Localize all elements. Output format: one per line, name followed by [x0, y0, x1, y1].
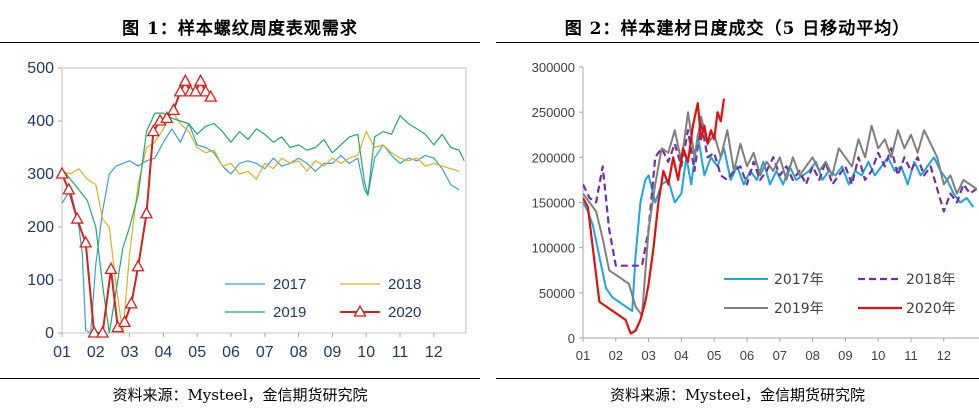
y-tick-label: 100: [27, 272, 54, 289]
y-tick-label: 100000: [532, 241, 575, 256]
series-line-1: [62, 122, 460, 334]
series-marker: [79, 235, 93, 248]
source-rule: [0, 378, 480, 379]
chart-svg-left: 0 100 200 300 400 500 01 02 03 04 05 06 07 08 09 10 11 12…: [27, 60, 467, 361]
legend-marker: [353, 304, 367, 317]
x-tick-label: 03: [121, 344, 139, 361]
x-tick-label: 09: [324, 344, 342, 361]
x-tick-label: 01: [53, 344, 71, 361]
x-tick-label: 06: [222, 344, 240, 361]
y-tick-label: 0: [568, 331, 575, 346]
chart-panel-right: 图 2：样本建材日度成交（5 日移动平均） 0 50000 100000 150000…: [496, 0, 979, 413]
legend-label: 2019: [273, 304, 306, 321]
x-tick-label: 11: [392, 344, 409, 361]
y-tick-label: 400: [27, 113, 54, 130]
series-marker: [160, 111, 174, 123]
series-marker: [117, 315, 132, 328]
title-rule: [0, 42, 480, 43]
y-tick-label: 50000: [539, 286, 575, 301]
x-tick-label: 09: [838, 348, 852, 363]
y-tick-label: 200: [27, 219, 54, 236]
series-marker: [166, 103, 181, 116]
x-tick-label: 07: [256, 344, 274, 361]
source-note: 资料来源：Mysteel，金信期货研究院: [609, 386, 866, 404]
legend-label: 2019年: [774, 301, 824, 317]
series-marker: [139, 206, 154, 219]
x-tick-label: 08: [290, 344, 308, 361]
title-rule: [496, 42, 979, 43]
x-tick-label: 03: [641, 348, 655, 363]
y-tick-label: 300000: [532, 60, 575, 75]
series-marker: [146, 124, 160, 137]
series-marker: [193, 73, 208, 86]
x-tick-label: 02: [609, 348, 623, 363]
y-tick-label: 150000: [532, 196, 575, 211]
y-tick-label: 300: [27, 166, 54, 183]
series-line-3: [583, 111, 978, 317]
x-tick-label: 01: [576, 348, 590, 363]
y-tick-label: 0: [45, 325, 54, 342]
x-tick-label: 06: [740, 348, 754, 363]
series-marker: [204, 89, 218, 102]
source-note: 资料来源：Mysteel，金信期货研究院: [112, 386, 368, 404]
chart-title: 图 1：样本螺纹周度表观需求: [122, 19, 358, 39]
legend-label: 2018年: [906, 272, 956, 288]
x-tick-label: 10: [357, 344, 375, 361]
series-marker: [87, 325, 101, 338]
series-marker: [95, 325, 110, 338]
chart-svg-right: 0 50000 100000 150000 200000 250000 300000 01 02…: [532, 60, 979, 363]
series-marker: [178, 73, 192, 86]
x-tick-label: 07: [773, 348, 787, 363]
series-marker: [70, 211, 84, 224]
chart-title: 图 2：样本建材日度成交（5 日移动平均）: [564, 19, 911, 39]
series-marker: [199, 84, 213, 97]
series-marker: [62, 182, 76, 195]
series-marker: [173, 84, 187, 97]
x-tick-label: 04: [155, 344, 173, 361]
x-tick-label: 10: [871, 348, 885, 363]
y-tick-label: 500: [27, 60, 54, 77]
series-marker: [55, 166, 69, 179]
plot-frame: [61, 67, 467, 334]
x-tick-label: 12: [937, 348, 951, 363]
series-marker: [124, 296, 138, 309]
x-tick-label: 12: [425, 344, 443, 361]
y-tick-label: 200000: [532, 150, 575, 165]
x-tick-label: 04: [674, 348, 688, 363]
series-marker: [131, 259, 145, 272]
series-marker: [188, 84, 203, 97]
series-line-4: [583, 98, 726, 335]
legend-label: 2017年: [774, 272, 824, 288]
legend-label: 2018: [388, 276, 421, 293]
x-tick-label: 08: [805, 348, 819, 363]
x-tick-label: 11: [904, 348, 918, 363]
series-line-2: [62, 109, 460, 334]
legend-label: 2017: [273, 276, 306, 293]
series-line-3: [62, 112, 465, 334]
y-tick-label: 250000: [532, 105, 575, 120]
legend-label: 2020年: [906, 301, 956, 317]
series-line-1: [583, 133, 975, 312]
chart-panel-left: 图 1：样本螺纹周度表观需求 0 100 200 300 400 500 01 02 03 04 0…: [0, 0, 480, 413]
series-marker: [104, 262, 118, 275]
x-tick-label: 05: [707, 348, 721, 363]
x-tick-label: 05: [188, 344, 206, 361]
source-rule: [496, 378, 979, 379]
x-tick-label: 02: [87, 344, 105, 361]
legend-label: 2020: [388, 304, 421, 321]
